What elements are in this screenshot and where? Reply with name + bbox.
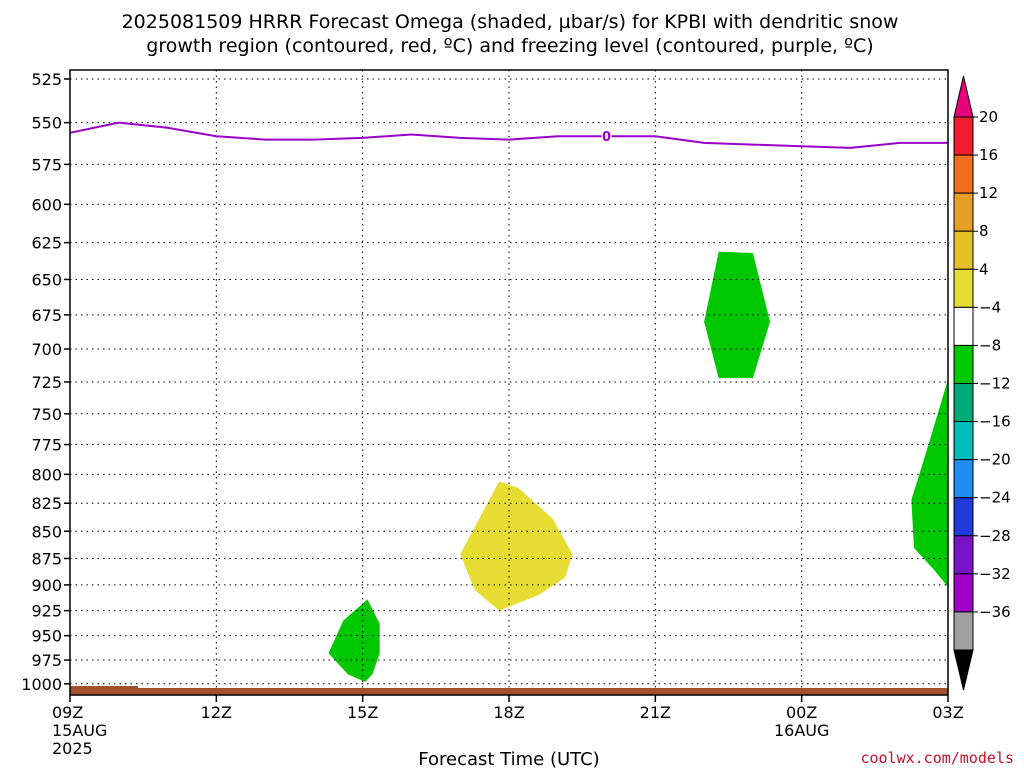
colorbar-label-4: 4 [979, 260, 989, 278]
freezing-level-label: 0 [602, 130, 611, 145]
x-tick-sublabel-00Z: 16AUG [774, 721, 829, 740]
x-axis-label: Forecast Time (UTC) [418, 749, 599, 768]
chart-title-line2: growth region (contoured, red, ºC) and f… [146, 35, 873, 57]
omega-region-yellow-blob [460, 481, 573, 611]
colorbar-swatch-6 [953, 344, 974, 384]
y-tick-label-950: 950 [31, 627, 62, 646]
colorbar-swatch-2 [953, 192, 974, 232]
colorbar-label-2: 12 [979, 184, 998, 202]
y-tick-label-725: 725 [31, 373, 62, 392]
y-tick-label-1000: 1000 [21, 675, 62, 694]
y-tick-label-575: 575 [31, 155, 62, 174]
colorbar-swatch-7 [953, 383, 974, 423]
x-tick-label-21Z: 21Z [640, 703, 671, 722]
colorbar-top-arrow [953, 75, 974, 118]
colorbar-swatch-9 [953, 459, 974, 499]
colorbar-swatch-0 [953, 116, 974, 156]
freezing-level-label-bg [601, 128, 612, 145]
colorbar-label-1: 16 [979, 146, 998, 164]
colorbar-swatch-11 [953, 535, 974, 575]
colorbar-label-0: 20 [979, 108, 998, 126]
y-tick-label-875: 875 [31, 549, 62, 568]
chart-title-line1: 2025081509 HRRR Forecast Omega (shaded, … [122, 11, 899, 33]
y-tick-label-925: 925 [31, 602, 62, 621]
colorbar-swatch-10 [953, 497, 974, 537]
colorbar-swatch-12 [953, 573, 974, 613]
freezing-level-line [69, 121, 948, 149]
y-tick-label-650: 650 [31, 270, 62, 289]
colorbar-label-11: −28 [979, 527, 1011, 545]
colorbar-swatch-5 [953, 306, 974, 346]
y-tick-label-750: 750 [31, 405, 62, 424]
colorbar-label-9: −20 [979, 451, 1011, 469]
colorbar-label-8: −16 [979, 413, 1011, 431]
colorbar-swatch-3 [953, 230, 974, 270]
omega-shaded-regions [328, 251, 948, 682]
freezing-level-contour: 0 [69, 121, 948, 149]
terrain-bar [70, 686, 948, 695]
colorbar-swatch-1 [953, 154, 974, 194]
y-tick-label-775: 775 [31, 436, 62, 455]
colorbar-swatch-4 [953, 268, 974, 308]
y-tick-label-900: 900 [31, 576, 62, 595]
y-tick-label-675: 675 [31, 306, 62, 325]
y-tick-label-550: 550 [31, 114, 62, 133]
y-tick-label-700: 700 [31, 340, 62, 359]
colorbar-swatch-13 [953, 611, 974, 651]
omega-colorbar: 20 16 12 8 4 −4 −8 −12 −16 −20 −24 −28 −32 −36 [953, 75, 1011, 691]
colorbar-label-6: −8 [979, 336, 1001, 354]
x-tick-sublabel-09Z: 15AUG [52, 721, 107, 740]
omega-region-green-blob-3 [911, 379, 948, 587]
colorbar-label-10: −24 [979, 489, 1011, 507]
colorbar-bottom-arrow [953, 649, 974, 691]
colorbar-label-7: −12 [979, 375, 1011, 393]
y-tick-label-525: 525 [31, 70, 62, 89]
grid-lines [70, 70, 948, 695]
omega-region-green-blob-2 [704, 251, 770, 379]
y-tick-label-825: 825 [31, 494, 62, 513]
omega-region-green-blob-1 [328, 599, 380, 682]
x-tick-label-00Z: 00Z [786, 703, 817, 722]
y-tick-label-850: 850 [31, 522, 62, 541]
colorbar-label-3: 8 [979, 222, 989, 240]
colorbar-label-13: −36 [979, 603, 1011, 621]
x-tick-label-12Z: 12Z [201, 703, 232, 722]
colorbar-label-5: −4 [979, 298, 1001, 316]
terrain-bump [70, 686, 138, 689]
y-tick-label-600: 600 [31, 195, 62, 214]
x-tick-label-03Z: 03Z [932, 703, 963, 722]
y-axis-ticks: 525 550 575 600 625 650 675 700 725 750 775 800 825 8… [21, 70, 70, 694]
x-tick-label-15Z: 15Z [347, 703, 378, 722]
x-tick-label-09Z: 09Z [52, 703, 83, 722]
colorbar-swatch-8 [953, 421, 974, 461]
x-tick-year-09Z: 2025 [52, 739, 93, 758]
colorbar-label-12: −32 [979, 565, 1011, 583]
credit-link[interactable]: coolwx.com/models [860, 749, 1014, 767]
y-tick-label-800: 800 [31, 465, 62, 484]
y-tick-label-975: 975 [31, 651, 62, 670]
x-tick-label-18Z: 18Z [493, 703, 524, 722]
y-tick-label-625: 625 [31, 234, 62, 253]
terrain-ground [70, 688, 948, 695]
